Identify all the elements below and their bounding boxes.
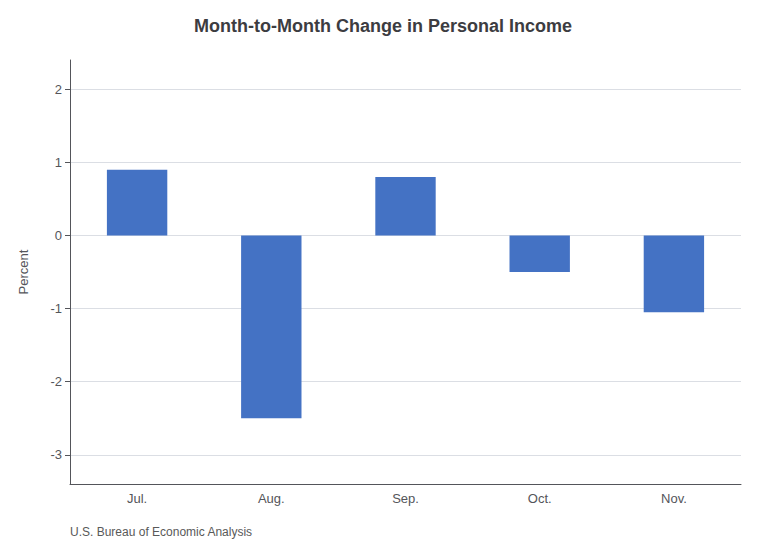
svg-text:2: 2: [55, 82, 62, 97]
svg-text:Sep.: Sep.: [392, 491, 419, 506]
svg-text:-3: -3: [50, 447, 62, 462]
svg-text:-2: -2: [50, 374, 62, 389]
svg-text:Nov.: Nov.: [661, 491, 687, 506]
svg-text:Jul.: Jul.: [127, 491, 147, 506]
svg-text:Aug.: Aug.: [258, 491, 285, 506]
svg-text:1: 1: [55, 155, 62, 170]
svg-text:Percent: Percent: [16, 249, 31, 294]
svg-text:U.S. Bureau of Economic Analys: U.S. Bureau of Economic Analysis: [70, 525, 252, 539]
svg-text:-1: -1: [50, 301, 62, 316]
svg-text:Oct.: Oct.: [528, 491, 552, 506]
svg-text:0: 0: [55, 228, 62, 243]
svg-text:Month-to-Month Change in Perso: Month-to-Month Change in Personal Income: [194, 16, 572, 36]
